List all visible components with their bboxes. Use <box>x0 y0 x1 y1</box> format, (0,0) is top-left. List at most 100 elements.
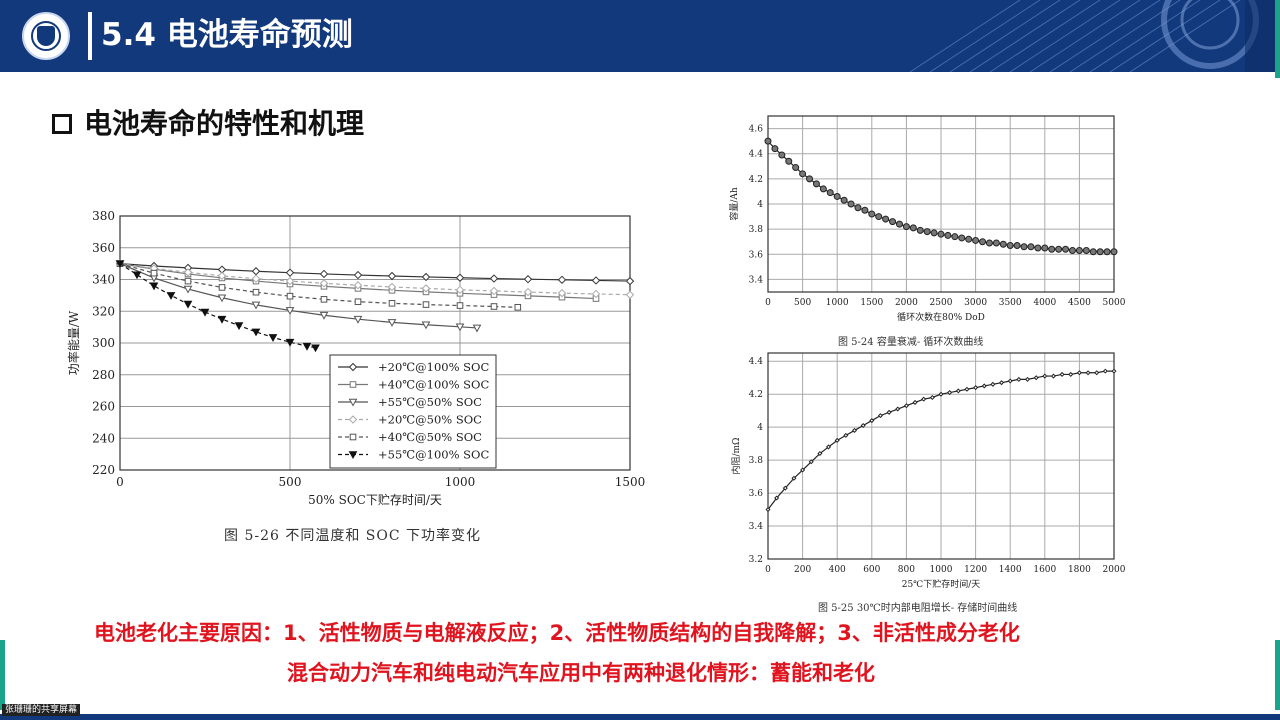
data-point <box>302 342 312 351</box>
data-point <box>514 303 522 311</box>
screen-share-label: 张珊珊的共享屏幕 <box>2 704 81 716</box>
data-point <box>947 390 953 396</box>
legend-swatch-marker <box>348 415 358 424</box>
series-6 <box>115 260 320 353</box>
right-edge-accent-top <box>1275 0 1280 78</box>
data-point <box>819 185 827 193</box>
data-point <box>489 286 499 296</box>
data-point <box>319 269 329 279</box>
data-point <box>979 238 987 246</box>
data-point <box>882 215 890 223</box>
data-point <box>625 290 635 299</box>
data-point <box>421 272 431 282</box>
data-point <box>455 323 465 332</box>
x-tick-label: 0 <box>765 298 771 308</box>
data-point <box>184 277 192 285</box>
checkbox-bullet-icon <box>52 114 72 134</box>
x-axis-label: 25℃下贮存时间/天 <box>902 578 981 590</box>
data-point <box>1102 368 1108 374</box>
y-tick-label: 300 <box>92 336 115 350</box>
data-point <box>183 300 193 309</box>
data-point <box>285 268 295 277</box>
data-point <box>132 271 142 280</box>
data-point <box>1055 245 1063 253</box>
data-point <box>800 467 806 473</box>
data-point <box>1027 243 1035 251</box>
data-point <box>774 495 780 501</box>
x-axis-label: 循环次数在80% DoD <box>897 311 985 323</box>
y-tick-label: 3.8 <box>749 456 764 466</box>
data-point <box>958 234 966 242</box>
x-tick-label: 2500 <box>930 298 953 308</box>
series-1 <box>765 368 1117 513</box>
header-bar: 5.4 电池寿命预测 <box>0 0 1280 72</box>
series-1 <box>764 137 1118 256</box>
data-point <box>938 391 944 397</box>
plot-frame <box>119 215 631 471</box>
aging-causes-note: 电池老化主要原因：1、活性物质与电解液反应；2、活性物质结构的自我降解；3、非活… <box>94 621 1020 645</box>
data-point <box>1068 247 1076 255</box>
x-tick-label: 1500 <box>860 298 883 308</box>
data-point <box>1033 375 1039 381</box>
university-logo <box>22 12 70 60</box>
y-tick-label: 4 <box>757 200 763 210</box>
data-point <box>422 301 430 308</box>
data-point <box>916 226 924 234</box>
legend-item: +55℃@50% SOC <box>338 395 482 409</box>
data-point <box>421 321 431 330</box>
series-line <box>119 263 631 282</box>
chart-caption-5-26: 图 5-26 不同温度和 SOC 下功率变化 <box>224 528 482 544</box>
data-point <box>1048 245 1056 253</box>
data-point <box>778 151 786 159</box>
y-tick-label: 340 <box>92 273 115 287</box>
data-point <box>557 275 567 285</box>
data-point <box>183 285 193 294</box>
data-point <box>861 206 869 214</box>
data-point <box>1034 244 1042 252</box>
data-point <box>799 170 807 178</box>
data-point <box>455 285 465 295</box>
data-point <box>992 239 1000 247</box>
data-point <box>319 279 329 288</box>
data-point <box>1042 373 1048 379</box>
capacity-fade-chart: 0 500 1000 1500 2000 2500 3000 3500 4000 4500 5000… <box>728 115 1126 323</box>
data-point <box>951 233 959 241</box>
data-point <box>923 228 931 236</box>
y-tick-label: 4 <box>757 423 763 433</box>
data-point <box>895 406 901 412</box>
legend-label: +55℃@50% SOC <box>378 395 482 409</box>
data-point <box>840 196 848 204</box>
x-tick-label: 1200 <box>964 565 987 575</box>
data-point <box>218 284 226 291</box>
data-point <box>929 394 935 401</box>
x-tick-label: 200 <box>794 565 811 575</box>
data-point <box>868 210 876 218</box>
data-point <box>388 300 396 307</box>
legend: +20℃@100% SOC +40℃@100% SOC +55℃@50% SOC +2… <box>329 354 497 469</box>
data-point <box>1076 370 1082 376</box>
legend-item: +55℃@100% SOC <box>338 448 489 462</box>
data-point <box>456 302 464 309</box>
x-tick-label: 0 <box>765 565 771 575</box>
data-point <box>1013 241 1021 249</box>
legend-item: +20℃@100% SOC <box>338 360 489 374</box>
x-tick-label: 4000 <box>1033 298 1056 308</box>
x-tick-label: 1000 <box>930 565 953 575</box>
data-point <box>860 422 866 429</box>
data-point <box>472 324 482 333</box>
data-point <box>1024 376 1031 382</box>
data-point <box>591 276 601 285</box>
data-point <box>990 381 996 387</box>
x-tick-label: 1500 <box>615 475 646 489</box>
data-point <box>886 409 892 415</box>
y-tick-label: 280 <box>92 368 115 382</box>
data-point <box>490 303 498 310</box>
x-tick-label: 1800 <box>1068 565 1091 575</box>
data-point <box>826 444 832 450</box>
data-point <box>557 288 567 298</box>
data-point <box>1111 368 1117 374</box>
data-point <box>944 231 952 239</box>
data-point <box>765 507 771 513</box>
data-point <box>489 274 499 283</box>
data-point <box>1068 371 1074 377</box>
